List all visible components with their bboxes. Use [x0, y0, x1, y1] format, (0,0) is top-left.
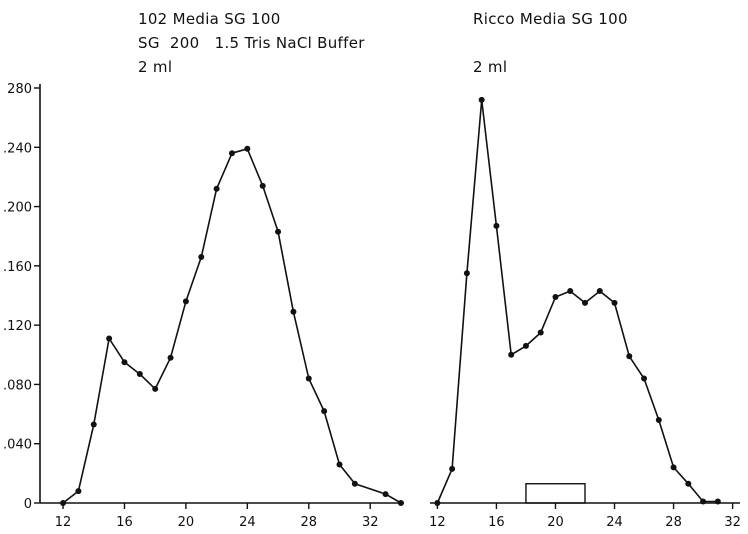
left-data-point: [336, 461, 343, 468]
right-data-point: [641, 375, 648, 382]
left-data-point: [152, 385, 159, 392]
left-y-tick-label: 280: [7, 82, 32, 97]
left-x-tick-label: 20: [178, 515, 195, 530]
left-data-point: [275, 228, 282, 235]
right-data-point: [655, 417, 662, 423]
right-data-point: [700, 498, 707, 505]
left-data-point: [228, 150, 235, 157]
left-series-line: [62, 148, 402, 504]
left-y-tick-label: .240: [3, 141, 32, 156]
left-title-line-3: 2 ml: [138, 58, 173, 76]
left-y-tick-label: .080: [3, 378, 32, 393]
right-x-tick-label: 16: [488, 515, 505, 530]
left-data-point: [259, 182, 266, 189]
right-panel: 12 16 20 24 28 32: [429, 96, 741, 530]
left-y-tick-label: .120: [3, 319, 32, 334]
left-data-point: [213, 185, 220, 192]
left-x-tick-label: 16: [116, 515, 133, 530]
right-x-tick-label: 12: [429, 515, 446, 530]
right-data-point: [611, 299, 618, 306]
right-data-point: [449, 465, 456, 472]
right-data-point: [463, 270, 470, 277]
right-data-point: [434, 500, 441, 506]
left-x-tick-label: 28: [301, 515, 318, 530]
right-data-point: [685, 480, 692, 487]
right-fraction-box: [525, 483, 586, 504]
left-x-tick-label: 12: [55, 515, 72, 530]
left-data-point: [75, 488, 82, 495]
right-title-line-1: Ricco Media SG 100: [473, 10, 628, 28]
right-data-point: [596, 288, 603, 295]
right-data-point: [493, 222, 500, 229]
left-panel: 12 16 20 24 28 32 0 .040 .080 .120 .160 .200 .240 280: [3, 82, 404, 530]
right-data-point: [670, 464, 677, 471]
left-data-point: [382, 491, 389, 498]
left-y-tick-label: .040: [3, 438, 32, 453]
right-data-point: [567, 288, 574, 295]
left-data-point: [305, 375, 312, 382]
left-y-tick-label: .200: [3, 201, 32, 216]
right-data-point: [626, 353, 633, 360]
right-data-point: [552, 293, 559, 300]
left-y-tick-label: 0: [24, 497, 32, 512]
right-x-tick-label: 32: [724, 515, 741, 530]
right-x-tick-label: 24: [606, 515, 623, 530]
left-x-tick-label: 24: [239, 515, 256, 530]
left-data-point: [397, 500, 404, 506]
right-data-point: [522, 342, 529, 349]
left-data-point: [351, 480, 358, 487]
left-data-point: [136, 371, 143, 378]
left-data-point: [244, 145, 251, 152]
left-y-tick-label: .160: [3, 260, 32, 275]
left-data-point: [106, 335, 113, 342]
left-data-point: [167, 354, 174, 361]
right-series-line: [436, 99, 718, 504]
left-data-point: [121, 359, 128, 366]
left-data-point: [321, 408, 328, 415]
left-data-point: [60, 500, 67, 506]
right-data-point: [537, 329, 544, 336]
left-data-point: [198, 253, 205, 260]
left-data-point: [290, 308, 297, 315]
left-title-line-2: SG 200 1.5 Tris NaCl Buffer: [138, 34, 365, 52]
right-x-tick-label: 20: [547, 515, 564, 530]
right-x-tick-label: 28: [665, 515, 682, 530]
right-data-point: [582, 299, 588, 306]
right-data-point: [714, 498, 721, 505]
right-data-point: [508, 351, 515, 358]
right-data-point: [478, 96, 485, 103]
left-title-line-1: 102 Media SG 100: [138, 10, 281, 28]
right-title-line-3: 2 ml: [473, 58, 508, 76]
left-data-point: [182, 298, 189, 305]
left-x-tick-label: 32: [362, 515, 379, 530]
left-data-point: [90, 421, 97, 428]
